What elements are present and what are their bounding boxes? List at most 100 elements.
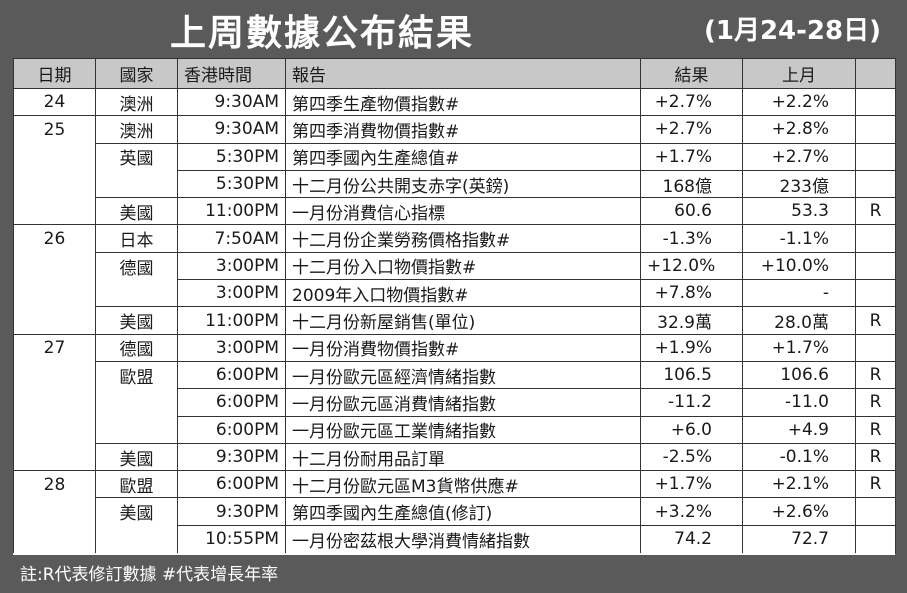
revised-flag-cell	[855, 224, 896, 253]
previous-cell: +2.6%	[742, 497, 856, 526]
result-cell: +2.7%	[640, 87, 743, 116]
table-row: 美國 9:30PM 十二月份耐用品訂單 -2.5% -0.1% R	[13, 442, 896, 471]
date-cell: 26	[13, 224, 96, 253]
previous-cell: -1.1%	[742, 224, 856, 253]
result-cell: 168億	[640, 169, 743, 198]
country-cell	[95, 416, 178, 444]
result-cell: +2.7%	[640, 115, 743, 144]
time-cell: 9:30PM	[177, 497, 286, 526]
previous-cell: +2.1%	[742, 470, 856, 498]
report-cell: 一月份消費物價指數#	[285, 333, 641, 362]
revised-flag-cell	[855, 87, 896, 116]
country-cell: 澳洲	[95, 87, 178, 116]
revised-flag-cell: R	[855, 197, 896, 225]
report-cell: 2009年入口物價指數#	[285, 279, 641, 307]
table-row: 3:00PM 2009年入口物價指數# +7.8% -	[13, 279, 896, 307]
date-range: (1月24-28日)	[703, 16, 881, 46]
revised-flag-cell	[855, 142, 896, 171]
date-cell	[13, 279, 96, 307]
table-row: 5:30PM 十二月份公共開支赤字(英鎊) 168億 233億	[13, 169, 896, 198]
date-cell: 24	[13, 87, 96, 116]
result-cell: -11.2	[640, 388, 743, 417]
country-cell: 美國	[95, 442, 178, 471]
table-row: 美國 11:00PM 一月份消費信心指標 60.6 53.3 R	[13, 197, 896, 225]
report-cell: 一月份消費信心指標	[285, 197, 641, 225]
report-cell: 第四季國內生產總值#	[285, 142, 641, 171]
time-cell: 3:00PM	[177, 279, 286, 307]
date-cell	[13, 306, 96, 335]
revised-flag-cell	[855, 333, 896, 362]
country-cell: 歐盟	[95, 470, 178, 498]
country-cell: 美國	[95, 497, 178, 526]
previous-cell: 72.7	[742, 524, 856, 553]
previous-cell: -11.0	[742, 388, 856, 417]
revised-flag-cell	[855, 115, 896, 144]
time-cell: 6:00PM	[177, 470, 286, 498]
revised-flag-cell	[855, 251, 896, 280]
header-time: 香港時間	[177, 58, 286, 89]
country-cell: 美國	[95, 306, 178, 335]
country-cell: 日本	[95, 224, 178, 253]
revised-flag-cell: R	[855, 306, 896, 335]
time-cell: 3:00PM	[177, 251, 286, 280]
revised-flag-cell	[855, 169, 896, 198]
previous-cell: 53.3	[742, 197, 856, 225]
results-table-panel: 日期 國家 香港時間 報告 結果 上月 24 澳洲 9:30AM 第四季生產物價…	[13, 58, 896, 555]
result-cell: +1.7%	[640, 142, 743, 171]
table-row: 10:55PM 一月份密茲根大學消費情緒指數 74.2 72.7	[13, 524, 896, 553]
table-row: 27 德國 3:00PM 一月份消費物價指數# +1.9% +1.7%	[13, 333, 896, 362]
table-row: 英國 5:30PM 第四季國內生產總值# +1.7% +2.7%	[13, 142, 896, 171]
result-cell: 106.5	[640, 360, 743, 389]
time-cell: 3:00PM	[177, 333, 286, 362]
table-row: 25 澳洲 9:30AM 第四季消費物價指數# +2.7% +2.8%	[13, 115, 896, 144]
date-cell	[13, 443, 96, 471]
report-cell: 十二月份歐元區M3貨幣供應#	[285, 470, 641, 498]
result-cell: 74.2	[640, 524, 743, 553]
report-cell: 一月份歐元區工業情緒指數	[285, 415, 641, 444]
report-cell: 十二月份耐用品訂單	[285, 442, 641, 471]
header-date: 日期	[13, 58, 96, 89]
result-cell: -2.5%	[640, 442, 743, 471]
result-cell: 32.9萬	[640, 306, 743, 335]
report-cell: 第四季國內生產總值(修訂)	[285, 497, 641, 526]
previous-cell: 233億	[742, 169, 856, 198]
revised-flag-cell	[855, 524, 896, 553]
date-cell	[13, 197, 96, 225]
result-cell: +12.0%	[640, 251, 743, 280]
header-country: 國家	[95, 58, 178, 89]
time-cell: 7:50AM	[177, 224, 286, 253]
header-report: 報告	[285, 58, 641, 89]
country-cell	[95, 525, 178, 553]
results-table: 日期 國家 香港時間 報告 結果 上月 24 澳洲 9:30AM 第四季生產物價…	[13, 58, 896, 553]
revised-flag-cell: R	[855, 442, 896, 471]
date-cell	[13, 170, 96, 198]
table-row: 6:00PM 一月份歐元區工業情緒指數 +6.0 +4.9 R	[13, 415, 896, 444]
report-cell: 一月份歐元區經濟情緒指數	[285, 360, 641, 389]
time-cell: 9:30AM	[177, 87, 286, 116]
report-cell: 第四季生產物價指數#	[285, 87, 641, 116]
date-cell: 28	[13, 470, 96, 498]
previous-cell: 28.0萬	[742, 306, 856, 335]
time-cell: 11:00PM	[177, 197, 286, 225]
time-cell: 6:00PM	[177, 415, 286, 444]
country-cell: 德國	[95, 333, 178, 362]
previous-cell: +1.7%	[742, 333, 856, 362]
report-cell: 十二月份企業勞務價格指數#	[285, 224, 641, 253]
result-cell: +1.7%	[640, 470, 743, 498]
country-cell: 澳洲	[95, 115, 178, 144]
header-previous: 上月	[742, 58, 856, 89]
time-cell: 5:30PM	[177, 142, 286, 171]
time-cell: 6:00PM	[177, 388, 286, 417]
country-cell	[95, 388, 178, 417]
previous-cell: -	[742, 279, 856, 307]
date-cell: 25	[13, 115, 96, 144]
header-flag	[855, 58, 896, 89]
revised-flag-cell: R	[855, 470, 896, 498]
table-row: 26 日本 7:50AM 十二月份企業勞務價格指數# -1.3% -1.1%	[13, 224, 896, 253]
country-cell	[95, 279, 178, 307]
country-cell	[95, 170, 178, 198]
report-cell: 第四季消費物價指數#	[285, 115, 641, 144]
table-row: 6:00PM 一月份歐元區消費情緒指數 -11.2 -11.0 R	[13, 388, 896, 417]
report-cell: 十二月份新屋銷售(單位)	[285, 306, 641, 335]
